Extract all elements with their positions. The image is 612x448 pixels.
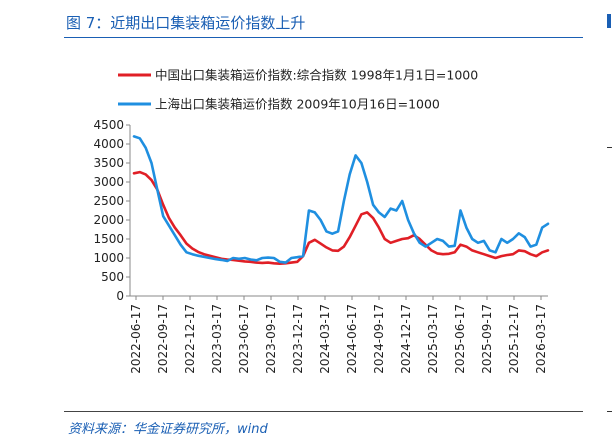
x-tick-label: 2023-03-17: [210, 304, 224, 374]
adjacent-column-marker: [607, 14, 611, 28]
x-tick-label: 2025-03-17: [426, 304, 440, 374]
adjacent-column-tick: [607, 411, 612, 412]
source-note: 资料来源：华金证券研究所，wind: [68, 422, 268, 437]
adjacent-column-tick: [607, 147, 612, 148]
y-tick-label: 4000: [93, 137, 124, 151]
x-tick-label: 2023-06-17: [237, 304, 251, 374]
x-axis: 2022-06-17 2022-09-17 2022-12-17 2023-03-17…: [129, 295, 548, 374]
x-tick-label: 2025-09-17: [480, 304, 494, 374]
legend-label: 上海出口集装箱运价指数 2009年10月16日=1000: [155, 97, 440, 112]
x-tick-label: 2025-06-17: [453, 304, 467, 374]
x-tick-label: 2024-06-17: [345, 304, 359, 374]
y-tick-label: 3000: [93, 175, 124, 189]
x-tick-label: 2022-06-17: [129, 304, 143, 374]
y-tick-label: 4500: [93, 118, 124, 132]
x-tick-label: 2026-03-17: [534, 304, 548, 374]
x-tick-label: 2023-12-17: [291, 304, 305, 374]
x-tick-label: 2024-09-17: [372, 304, 386, 374]
chart-series: [132, 135, 550, 266]
y-tick-label: 500: [101, 270, 124, 284]
y-tick-label: 3500: [93, 156, 124, 170]
chart-legend: 中国出口集装箱运价指数:综合指数 1998年1月1日=1000 上海出口集装箱运价…: [118, 68, 478, 112]
y-tick-label: 1000: [93, 251, 124, 265]
x-tick-label: 2022-09-17: [156, 304, 170, 374]
y-tick-label: 2000: [93, 213, 124, 227]
series-line: [132, 170, 550, 266]
x-tick-label: 2025-12-17: [507, 304, 521, 374]
figure-title: 图 7：近期出口集装箱运价指数上升: [66, 14, 306, 32]
y-axis: 0 500 1000 1500 2000 2500 3000 3500 4000 4500: [93, 118, 131, 303]
y-tick-label: 0: [116, 289, 124, 303]
x-tick-label: 2023-09-17: [264, 304, 278, 374]
series-line: [132, 135, 550, 264]
source-divider: [64, 411, 583, 412]
x-tick-label: 2022-12-17: [183, 304, 197, 374]
x-tick-label: 2024-03-17: [318, 304, 332, 374]
title-underline: [64, 37, 583, 38]
y-tick-label: 1500: [93, 232, 124, 246]
x-tick-label: 2024-12-17: [399, 304, 413, 374]
y-tick-label: 2500: [93, 194, 124, 208]
legend-label: 中国出口集装箱运价指数:综合指数 1998年1月1日=1000: [155, 68, 478, 83]
